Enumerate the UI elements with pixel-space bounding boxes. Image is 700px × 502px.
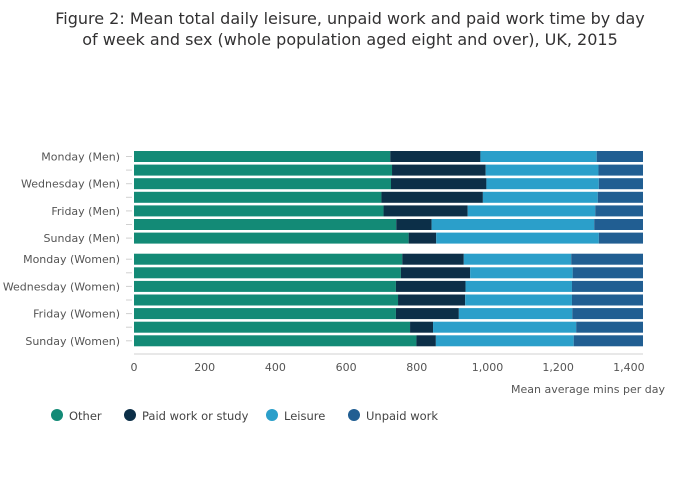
- bar-segment-paid-work-or-study-2[interactable]: [390, 178, 487, 190]
- bar-segment-other-4[interactable]: [134, 205, 384, 217]
- bars-group: [134, 151, 643, 347]
- bar-segment-paid-work-or-study-11[interactable]: [395, 308, 459, 320]
- bar-segment-other-1[interactable]: [134, 164, 393, 176]
- bar-segment-other-9[interactable]: [134, 280, 396, 292]
- y-tick-label: Friday (Women): [33, 308, 120, 321]
- legend-item-paid-work-or-study[interactable]: Paid work or study: [124, 409, 249, 423]
- chart-title: Figure 2: Mean total daily leisure, unpa…: [0, 8, 700, 50]
- bar-segment-leisure-8[interactable]: [470, 267, 573, 279]
- bar-segment-other-7[interactable]: [134, 253, 403, 265]
- bar-segment-paid-work-or-study-1[interactable]: [392, 164, 486, 176]
- bar-segment-paid-work-or-study-4[interactable]: [383, 205, 468, 217]
- x-tick-label: 1,000: [472, 361, 504, 374]
- bar-segment-leisure-4[interactable]: [467, 205, 596, 217]
- bar-segment-other-2[interactable]: [134, 178, 391, 190]
- x-tick-label: 0: [131, 361, 138, 374]
- bar-segment-leisure-13[interactable]: [435, 335, 574, 347]
- bar-segment-unpaid-work-11[interactable]: [572, 308, 643, 320]
- bar-segment-leisure-9[interactable]: [465, 280, 572, 292]
- legend-item-unpaid-work[interactable]: Unpaid work: [348, 409, 438, 423]
- bar-segment-unpaid-work-2[interactable]: [598, 178, 643, 190]
- bar-segment-unpaid-work-6[interactable]: [598, 232, 643, 244]
- bar-segment-unpaid-work-5[interactable]: [594, 219, 643, 230]
- legend-swatch: [266, 409, 278, 421]
- bar-segment-other-6[interactable]: [134, 232, 409, 244]
- bar-segment-leisure-2[interactable]: [486, 178, 599, 190]
- x-tick-label: 600: [336, 361, 357, 374]
- x-tick-label: 400: [265, 361, 286, 374]
- bar-segment-unpaid-work-10[interactable]: [571, 294, 643, 306]
- x-axis-label: Mean average mins per day: [511, 383, 665, 396]
- bar-segment-unpaid-work-12[interactable]: [576, 321, 643, 333]
- bar-segment-other-11[interactable]: [134, 308, 396, 320]
- y-tick-label: Wednesday (Women): [3, 280, 120, 293]
- bar-segment-unpaid-work-9[interactable]: [571, 280, 643, 292]
- y-tick-label: Friday (Men): [51, 205, 120, 218]
- bar-segment-paid-work-or-study-12[interactable]: [410, 321, 434, 333]
- chart-title-line-2: of week and sex (whole population aged e…: [82, 30, 618, 49]
- bar-segment-other-8[interactable]: [134, 267, 401, 279]
- legend-label: Leisure: [284, 409, 325, 423]
- legend-label: Other: [69, 409, 102, 423]
- legend-label: Paid work or study: [142, 409, 249, 423]
- y-tick-label: Sunday (Women): [25, 335, 120, 348]
- y-tick-label: Monday (Men): [41, 151, 120, 164]
- bar-segment-paid-work-or-study-8[interactable]: [400, 267, 471, 279]
- bar-segment-paid-work-or-study-13[interactable]: [416, 335, 436, 347]
- x-axis-ticks: 0 200 400 600 800 1,000 1,200 1,400: [131, 361, 645, 374]
- bar-segment-leisure-0[interactable]: [480, 151, 597, 162]
- bar-segment-other-13[interactable]: [134, 335, 417, 347]
- bar-segment-paid-work-or-study-3[interactable]: [381, 191, 483, 203]
- bar-segment-other-5[interactable]: [134, 219, 397, 230]
- bar-segment-leisure-11[interactable]: [458, 308, 573, 320]
- bar-segment-unpaid-work-8[interactable]: [572, 267, 643, 279]
- legend-item-leisure[interactable]: Leisure: [266, 409, 325, 423]
- bar-segment-unpaid-work-3[interactable]: [597, 191, 643, 203]
- bar-segment-paid-work-or-study-9[interactable]: [395, 280, 466, 292]
- x-tick-label: 1,200: [542, 361, 574, 374]
- bar-segment-other-12[interactable]: [134, 321, 411, 333]
- bar-segment-leisure-1[interactable]: [485, 164, 599, 176]
- bar-segment-leisure-3[interactable]: [482, 191, 598, 203]
- bar-segment-paid-work-or-study-6[interactable]: [408, 232, 437, 244]
- x-tick-label: 1,400: [613, 361, 645, 374]
- bar-segment-paid-work-or-study-7[interactable]: [402, 253, 464, 265]
- legend-label: Unpaid work: [366, 409, 438, 423]
- y-tick-label: Wednesday (Men): [21, 178, 120, 191]
- bar-segment-leisure-5[interactable]: [431, 219, 595, 230]
- bar-segment-other-3[interactable]: [134, 191, 382, 203]
- bar-segment-paid-work-or-study-0[interactable]: [390, 151, 481, 162]
- bar-segment-other-0[interactable]: [134, 151, 391, 162]
- y-tick-label: Monday (Women): [23, 253, 120, 266]
- legend-swatch: [51, 409, 63, 421]
- legend-item-other[interactable]: Other: [51, 409, 102, 423]
- x-tick-label: 800: [406, 361, 427, 374]
- bar-segment-paid-work-or-study-10[interactable]: [398, 294, 466, 306]
- legend-swatch: [124, 409, 136, 421]
- bar-segment-leisure-10[interactable]: [465, 294, 572, 306]
- y-axis-labels: Monday (Men) Wednesday (Men) Friday (Men) S…: [3, 151, 132, 348]
- legend[interactable]: Other Paid work or study Leisure Unpaid wor…: [51, 409, 438, 423]
- y-tick-label: Sunday (Men): [44, 232, 120, 245]
- legend-swatch: [348, 409, 360, 421]
- bar-segment-unpaid-work-7[interactable]: [571, 253, 643, 265]
- bar-segment-leisure-12[interactable]: [433, 321, 577, 333]
- bar-segment-unpaid-work-0[interactable]: [596, 151, 643, 162]
- bar-segment-leisure-7[interactable]: [463, 253, 572, 265]
- bar-segment-other-10[interactable]: [134, 294, 399, 306]
- chart-title-line-1: Figure 2: Mean total daily leisure, unpa…: [55, 9, 645, 28]
- bar-segment-unpaid-work-4[interactable]: [595, 205, 643, 217]
- bar-segment-unpaid-work-13[interactable]: [573, 335, 643, 347]
- bar-segment-paid-work-or-study-5[interactable]: [396, 219, 432, 230]
- bar-segment-leisure-6[interactable]: [436, 232, 599, 244]
- x-tick-label: 200: [194, 361, 215, 374]
- bar-segment-unpaid-work-1[interactable]: [598, 164, 643, 176]
